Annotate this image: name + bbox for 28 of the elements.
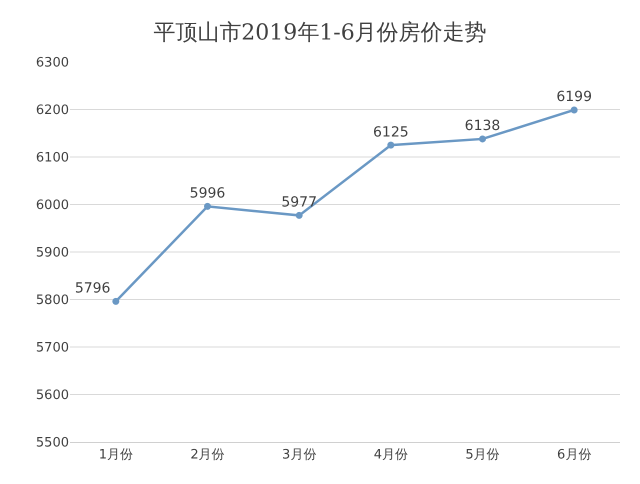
point [112, 298, 120, 305]
data-label: 5796 [74, 280, 111, 297]
data-label: 6138 [464, 118, 500, 134]
y-tick-label: 6000 [36, 198, 69, 214]
chart-title: 平顶山市2019年1-6月份房价走势 [153, 20, 487, 46]
x-tick-label: 3月份 [282, 448, 316, 463]
data-label: 6199 [556, 89, 592, 106]
point [204, 202, 211, 210]
x-tick-label: 2月份 [190, 448, 225, 463]
data-label: 5996 [190, 186, 226, 202]
point [387, 142, 394, 149]
y-tick-label: 5500 [36, 436, 69, 451]
y-tick-label: 5800 [36, 293, 69, 308]
data-label: 6125 [373, 124, 409, 140]
point [296, 212, 303, 219]
point [479, 135, 486, 142]
x-tick-label: 5月份 [465, 448, 500, 463]
x-tick-label: 1月份 [98, 448, 133, 463]
x-tick-label: 6月份 [557, 448, 592, 463]
y-tick-label: 6100 [36, 150, 69, 166]
y-tick-label: 5900 [36, 246, 69, 261]
point [570, 106, 578, 114]
y-tick-label: 5700 [36, 340, 69, 356]
y-tick-label: 6300 [36, 56, 69, 71]
y-tick-label: 6200 [36, 103, 69, 118]
data-label: 5977 [281, 194, 317, 211]
y-tick-label: 5600 [36, 388, 69, 404]
x-tick-label: 4月份 [374, 448, 408, 463]
